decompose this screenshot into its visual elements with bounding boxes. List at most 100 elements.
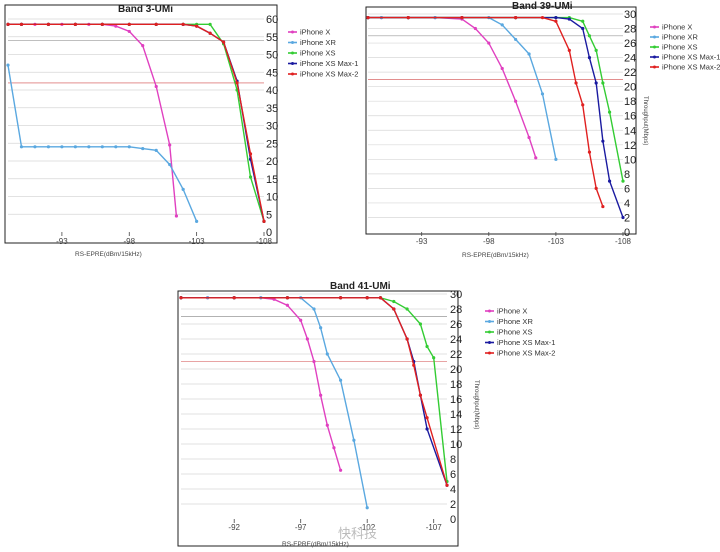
legend-entry: iPhone XS Max-2 — [300, 70, 358, 79]
data-point — [392, 307, 396, 311]
y-tick-label: 10 — [624, 154, 636, 166]
data-point — [405, 307, 409, 311]
data-point — [567, 48, 571, 52]
data-point — [352, 438, 356, 442]
legend-marker — [653, 35, 656, 39]
data-point — [594, 186, 598, 190]
y-tick-label: 0 — [450, 514, 456, 526]
y-tick-label: 22 — [450, 349, 462, 361]
data-point — [19, 145, 24, 149]
data-point — [285, 296, 289, 300]
data-point — [514, 37, 518, 42]
legend-marker — [488, 309, 491, 313]
data-point — [607, 110, 612, 114]
y-tick-label: 4 — [450, 484, 456, 496]
data-point — [305, 337, 309, 341]
data-point — [6, 63, 10, 67]
y-tick-label: 55 — [266, 32, 278, 44]
legend-marker — [488, 330, 491, 334]
data-point — [60, 145, 64, 149]
legend-marker — [488, 320, 491, 323]
legend-entry: iPhone XS Max-1 — [497, 338, 555, 347]
data-point — [594, 81, 598, 85]
data-point — [168, 143, 172, 147]
data-point — [248, 175, 253, 179]
data-point — [581, 103, 585, 107]
data-point — [487, 41, 491, 45]
data-point — [527, 52, 531, 56]
y-tick-label: 0 — [266, 227, 272, 239]
legend-marker — [291, 72, 294, 76]
chart-title: Band 39-UMi — [512, 1, 573, 12]
y-tick-label: 26 — [450, 319, 462, 331]
data-point — [339, 378, 343, 382]
legend-entry: iPhone XS — [662, 43, 697, 52]
data-point — [587, 56, 592, 60]
data-point — [594, 48, 598, 52]
data-point — [432, 356, 436, 360]
y-tick-label: 14 — [624, 125, 636, 137]
y-tick-label: 2 — [624, 212, 630, 224]
y-tick-label: 16 — [450, 394, 462, 406]
y-tick-label: 2 — [450, 499, 456, 511]
legend-entry: iPhone XR — [662, 33, 698, 42]
data-point — [208, 22, 212, 26]
x-tick-label: -93 — [416, 237, 428, 246]
data-point — [299, 318, 303, 322]
data-point — [581, 19, 585, 23]
y-tick-label: 22 — [624, 67, 636, 79]
data-point — [412, 363, 416, 367]
y-tick-label: 0 — [624, 227, 630, 239]
data-point — [181, 22, 185, 26]
data-point — [19, 22, 24, 26]
legend-marker — [653, 25, 656, 29]
legend-entry: iPhone X — [662, 23, 692, 32]
data-point — [208, 31, 212, 35]
data-point — [195, 24, 199, 28]
data-point — [168, 162, 172, 167]
x-axis-label: RS-EPRE(dBm/15kHz) — [75, 251, 142, 258]
data-point — [262, 219, 266, 223]
data-point — [339, 296, 343, 300]
legend-entry: iPhone X — [497, 307, 527, 316]
y-tick-label: 28 — [624, 24, 636, 36]
data-point — [425, 427, 429, 431]
data-point — [325, 352, 329, 356]
data-point — [540, 92, 545, 96]
y-tick-label: 14 — [450, 409, 462, 421]
data-point — [248, 152, 253, 156]
data-point — [339, 468, 343, 472]
y-tick-label: 26 — [624, 38, 636, 50]
legend-entry: iPhone XS — [300, 49, 335, 58]
data-point — [406, 16, 410, 20]
legend-entry: iPhone XS Max-2 — [497, 349, 555, 358]
y-tick-label: 12 — [624, 140, 636, 152]
y-tick-label: 50 — [266, 50, 278, 62]
y-tick-label: 20 — [266, 156, 278, 168]
data-point — [174, 214, 179, 218]
data-point — [221, 40, 226, 44]
data-point — [195, 219, 199, 223]
data-point — [235, 81, 239, 85]
data-point — [425, 416, 429, 420]
data-point — [6, 22, 10, 26]
legend-marker — [653, 65, 656, 69]
x-tick-label: -102 — [359, 523, 376, 532]
x-tick-label: -97 — [295, 523, 307, 532]
y-tick-label: 35 — [266, 103, 278, 115]
y-tick-label: 18 — [450, 379, 462, 391]
data-point — [601, 204, 605, 209]
data-point — [554, 157, 558, 161]
x-tick-label: -103 — [189, 237, 206, 246]
y-tick-label: 20 — [450, 364, 462, 376]
data-point — [365, 296, 369, 300]
x-tick-label: -108 — [256, 237, 273, 246]
data-point — [601, 139, 605, 143]
watermark-text: 快科技 — [338, 526, 377, 541]
data-point — [100, 145, 104, 149]
data-point — [73, 145, 77, 149]
data-point — [33, 145, 37, 149]
